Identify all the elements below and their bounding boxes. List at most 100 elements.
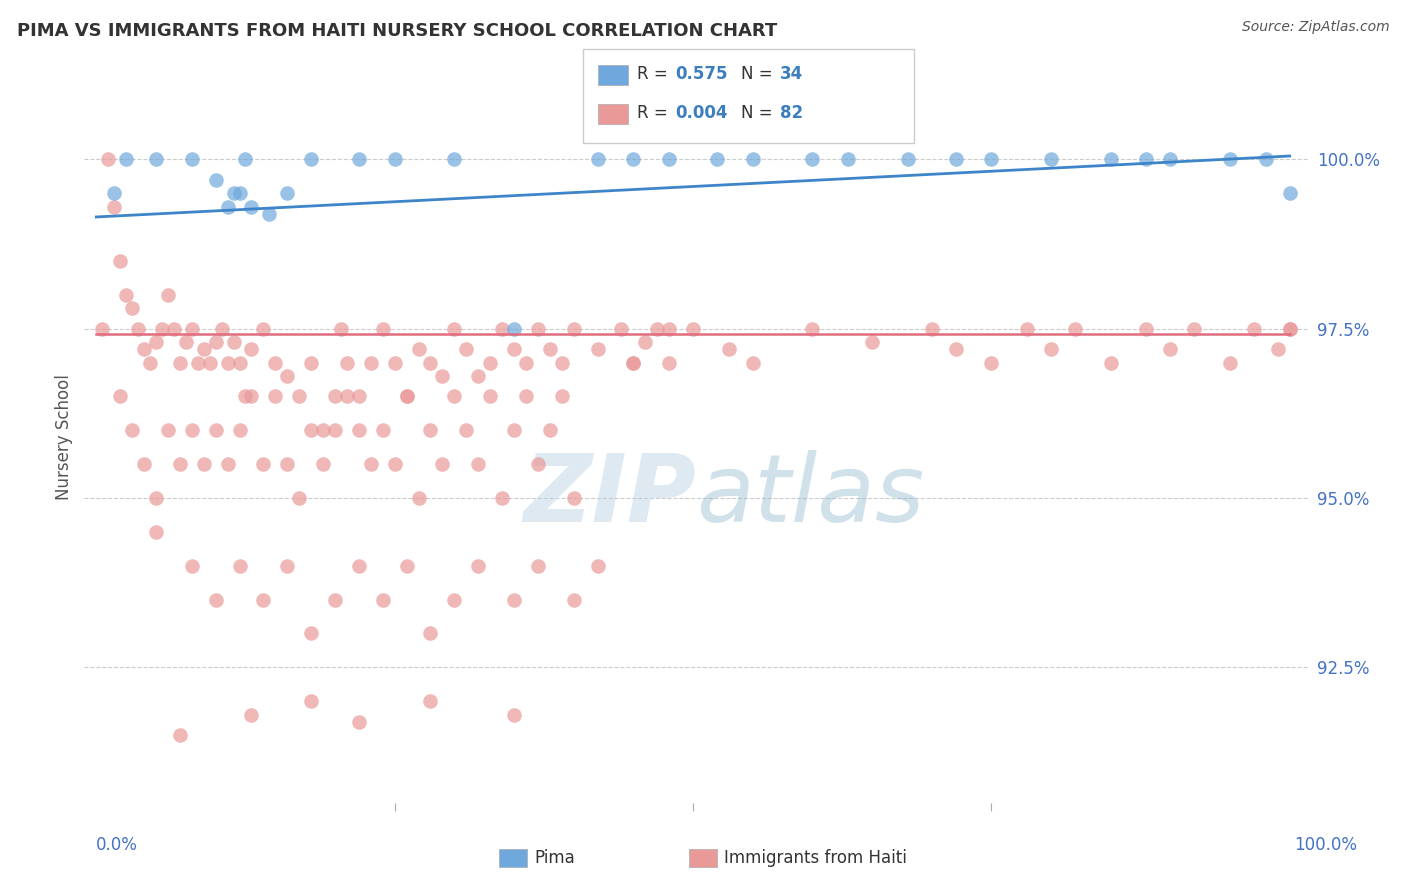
Point — [610, 322, 633, 336]
Point — [347, 153, 370, 167]
Point — [163, 322, 186, 336]
Point — [264, 389, 287, 403]
Point — [527, 558, 550, 573]
Point — [658, 322, 681, 336]
Point — [658, 355, 681, 369]
Point — [562, 491, 585, 505]
Point — [259, 206, 281, 220]
Point — [145, 153, 167, 167]
Point — [621, 153, 644, 167]
Point — [527, 322, 550, 336]
Point — [837, 153, 859, 167]
Point — [336, 355, 359, 369]
Text: 0.575: 0.575 — [675, 65, 727, 83]
Point — [682, 322, 704, 336]
Text: Source: ZipAtlas.com: Source: ZipAtlas.com — [1241, 20, 1389, 34]
Point — [97, 153, 120, 167]
Point — [288, 491, 311, 505]
Point — [360, 355, 382, 369]
Point — [503, 592, 526, 607]
Point — [443, 389, 465, 403]
Point — [228, 355, 250, 369]
Point — [211, 322, 233, 336]
Point — [1017, 322, 1039, 336]
Point — [204, 423, 226, 437]
Point — [145, 524, 167, 539]
Point — [562, 322, 585, 336]
Point — [980, 153, 1002, 167]
Point — [103, 200, 125, 214]
Point — [91, 322, 114, 336]
Text: Immigrants from Haiti: Immigrants from Haiti — [724, 849, 907, 867]
Point — [150, 322, 173, 336]
Point — [299, 626, 322, 640]
Point — [980, 355, 1002, 369]
Point — [527, 457, 550, 471]
Point — [121, 301, 143, 316]
Point — [276, 186, 298, 201]
Point — [945, 153, 967, 167]
Point — [384, 153, 406, 167]
Text: R =: R = — [637, 65, 673, 83]
Point — [264, 355, 287, 369]
Point — [945, 342, 967, 356]
Point — [419, 626, 441, 640]
Point — [276, 457, 298, 471]
Point — [145, 335, 167, 350]
Point — [395, 558, 418, 573]
Point — [491, 491, 513, 505]
Point — [1254, 153, 1277, 167]
Point — [551, 355, 574, 369]
Point — [276, 558, 298, 573]
Point — [479, 355, 502, 369]
Point — [1267, 342, 1289, 356]
Point — [1219, 153, 1241, 167]
Point — [299, 694, 322, 708]
Point — [467, 457, 489, 471]
Point — [323, 423, 346, 437]
Point — [443, 592, 465, 607]
Point — [384, 355, 406, 369]
Point — [443, 322, 465, 336]
Text: 34: 34 — [780, 65, 804, 83]
Point — [1159, 342, 1181, 356]
Point — [515, 389, 537, 403]
Text: 100.0%: 100.0% — [1294, 836, 1357, 854]
Point — [115, 288, 138, 302]
Point — [443, 153, 465, 167]
Point — [198, 355, 221, 369]
Point — [360, 457, 382, 471]
Point — [801, 322, 824, 336]
Text: 0.004: 0.004 — [675, 104, 727, 122]
Point — [586, 153, 609, 167]
Point — [717, 342, 740, 356]
Point — [479, 389, 502, 403]
Point — [503, 322, 526, 336]
Point — [586, 558, 609, 573]
Point — [336, 389, 359, 403]
Point — [180, 322, 202, 336]
Text: ZIP: ZIP — [523, 450, 696, 541]
Text: PIMA VS IMMIGRANTS FROM HAITI NURSERY SCHOOL CORRELATION CHART: PIMA VS IMMIGRANTS FROM HAITI NURSERY SC… — [17, 22, 778, 40]
Point — [384, 457, 406, 471]
Point — [408, 491, 430, 505]
Point — [204, 335, 226, 350]
Point — [1099, 355, 1122, 369]
Point — [347, 558, 370, 573]
Point — [621, 355, 644, 369]
Point — [371, 322, 394, 336]
Point — [551, 389, 574, 403]
Point — [1099, 153, 1122, 167]
Point — [347, 389, 370, 403]
Point — [1243, 322, 1265, 336]
Point — [921, 322, 943, 336]
Point — [217, 457, 239, 471]
Point — [634, 335, 657, 350]
Point — [347, 714, 370, 729]
Point — [180, 423, 202, 437]
Point — [503, 707, 526, 722]
Text: atlas: atlas — [696, 450, 924, 541]
Point — [121, 423, 143, 437]
Point — [312, 457, 335, 471]
Point — [252, 592, 274, 607]
